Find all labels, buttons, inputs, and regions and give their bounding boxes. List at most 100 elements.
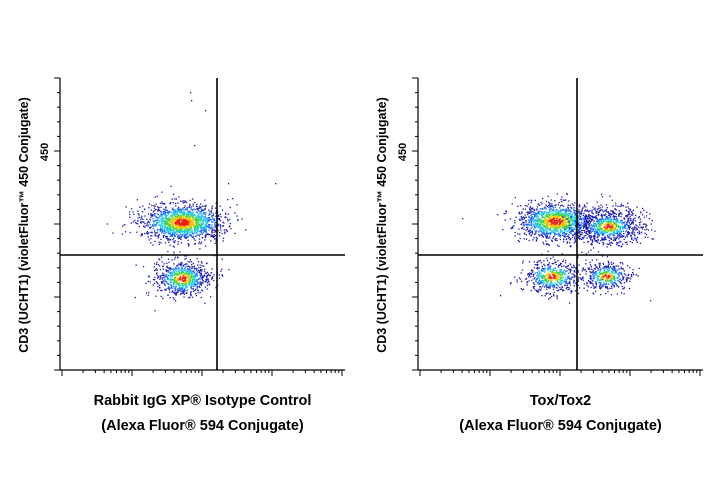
event-dot bbox=[572, 203, 573, 204]
event-dot bbox=[534, 284, 535, 285]
event-dot bbox=[193, 204, 194, 205]
event-dot bbox=[554, 262, 555, 263]
event-dot bbox=[528, 203, 529, 204]
event-dot bbox=[190, 224, 191, 225]
event-dot bbox=[557, 222, 558, 223]
event-dot bbox=[180, 294, 181, 295]
event-dot bbox=[606, 216, 607, 217]
event-dot bbox=[553, 289, 554, 290]
event-dot bbox=[213, 280, 214, 281]
event-dot bbox=[140, 235, 141, 236]
event-dot bbox=[533, 282, 534, 283]
event-dot bbox=[540, 211, 541, 212]
event-dot bbox=[603, 224, 604, 225]
event-dot bbox=[184, 276, 185, 277]
event-dot bbox=[186, 230, 187, 231]
event-dot bbox=[601, 223, 602, 224]
event-dot bbox=[624, 222, 625, 223]
event-dot bbox=[580, 225, 581, 226]
event-dot bbox=[555, 233, 556, 234]
event-dot bbox=[162, 279, 163, 280]
event-dot bbox=[168, 284, 169, 285]
event-dot bbox=[176, 292, 177, 293]
event-dot bbox=[172, 215, 173, 216]
event-dot bbox=[520, 278, 521, 279]
event-dot bbox=[187, 223, 188, 224]
event-dot bbox=[614, 228, 615, 229]
event-dot bbox=[144, 233, 145, 234]
event-dot bbox=[205, 221, 206, 222]
event-dot bbox=[569, 228, 570, 229]
event-dot bbox=[592, 241, 593, 242]
event-dot bbox=[567, 207, 568, 208]
event-dot bbox=[189, 207, 190, 208]
event-dot bbox=[201, 215, 202, 216]
event-dot bbox=[520, 205, 521, 206]
event-dot bbox=[574, 276, 575, 277]
event-dot bbox=[208, 210, 209, 211]
event-dot bbox=[157, 270, 158, 271]
event-dot bbox=[143, 222, 144, 223]
event-dot bbox=[543, 264, 544, 265]
event-dot bbox=[552, 271, 553, 272]
event-dot bbox=[225, 217, 226, 218]
event-dot bbox=[607, 225, 608, 226]
event-dot bbox=[559, 202, 560, 203]
event-dot bbox=[129, 211, 130, 212]
event-dot bbox=[204, 271, 205, 272]
event-dot bbox=[563, 239, 564, 240]
event-dot bbox=[616, 230, 617, 231]
event-dot bbox=[558, 210, 559, 211]
event-dot bbox=[201, 227, 202, 228]
event-dot bbox=[602, 216, 603, 217]
event-dot bbox=[177, 235, 178, 236]
event-dot bbox=[554, 217, 555, 218]
event-dot bbox=[199, 283, 200, 284]
event-dot bbox=[647, 237, 648, 238]
event-dot bbox=[130, 232, 131, 233]
event-dot bbox=[592, 207, 593, 208]
event-dot bbox=[135, 222, 136, 223]
event-dot bbox=[546, 205, 547, 206]
event-dot bbox=[181, 293, 182, 294]
event-dot bbox=[549, 236, 550, 237]
event-dot bbox=[167, 218, 168, 219]
event-dot bbox=[607, 232, 608, 233]
event-dot bbox=[137, 211, 138, 212]
event-dot bbox=[558, 235, 559, 236]
event-dot bbox=[640, 227, 641, 228]
event-dot bbox=[643, 210, 644, 211]
event-dot bbox=[541, 226, 542, 227]
event-dot bbox=[565, 260, 566, 261]
event-dot bbox=[177, 236, 178, 237]
event-dot bbox=[605, 219, 606, 220]
event-dot bbox=[544, 286, 545, 287]
event-dot bbox=[190, 273, 191, 274]
event-dot bbox=[180, 201, 181, 202]
event-dot bbox=[208, 220, 209, 221]
event-dot bbox=[212, 221, 213, 222]
event-dot bbox=[167, 277, 168, 278]
event-dot bbox=[175, 288, 176, 289]
event-dot bbox=[564, 272, 565, 273]
event-dot bbox=[184, 222, 185, 223]
event-dot bbox=[600, 207, 601, 208]
event-dot bbox=[204, 219, 205, 220]
event-dot bbox=[571, 211, 572, 212]
event-dot bbox=[162, 273, 163, 274]
event-dot bbox=[125, 231, 126, 232]
event-dot bbox=[623, 233, 624, 234]
event-dot bbox=[194, 283, 195, 284]
event-dot bbox=[551, 220, 552, 221]
event-dot bbox=[574, 238, 575, 239]
event-dot bbox=[519, 277, 520, 278]
event-dot bbox=[548, 299, 549, 300]
event-dot bbox=[638, 227, 639, 228]
event-dot bbox=[549, 262, 550, 263]
event-dot bbox=[191, 272, 192, 273]
event-dot bbox=[196, 206, 197, 207]
event-dot bbox=[572, 223, 573, 224]
event-dot bbox=[213, 236, 214, 237]
event-dot bbox=[539, 226, 540, 227]
event-dot bbox=[177, 220, 178, 221]
